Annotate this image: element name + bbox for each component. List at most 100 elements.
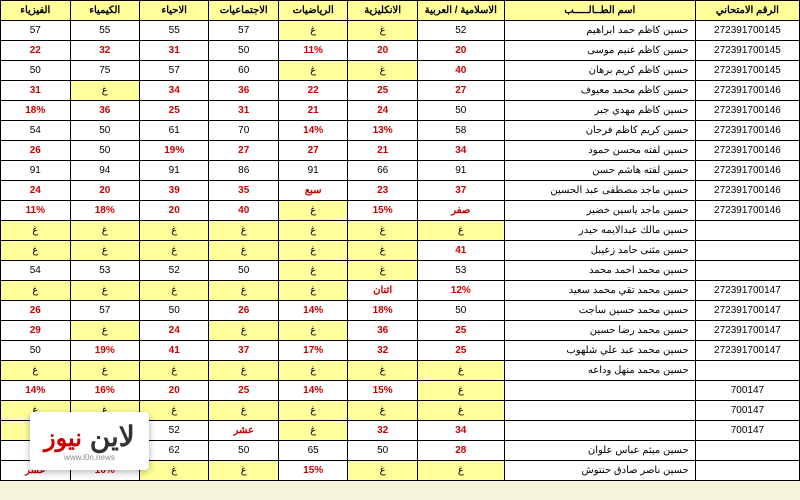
score-cell: غ [348, 461, 417, 481]
score-cell: 15% [278, 461, 347, 481]
score-cell: 37 [209, 341, 278, 361]
score-cell: غ [348, 241, 417, 261]
exam-id: 272391700147 [695, 321, 799, 341]
score-cell: 28 [417, 441, 504, 461]
score-cell: غ [417, 461, 504, 481]
table-row: 272391700145حسين كاظم حمد ابراهيم52غغ575… [1, 21, 800, 41]
score-cell: 50 [417, 101, 504, 121]
score-cell: غ [70, 361, 139, 381]
exam-id: 272391700145 [695, 61, 799, 81]
score-cell: 65 [278, 441, 347, 461]
score-cell: غ [1, 241, 71, 261]
score-cell: غ [278, 361, 347, 381]
score-cell: 50 [70, 141, 139, 161]
exam-id: 700147 [695, 421, 799, 441]
score-cell: 36 [70, 101, 139, 121]
student-name: حسين كاظم غنيم موسى [504, 41, 695, 61]
score-cell: 26 [209, 301, 278, 321]
student-name [504, 401, 695, 421]
score-cell: 14% [278, 381, 347, 401]
score-cell: 22 [278, 81, 347, 101]
score-cell: 31 [140, 41, 209, 61]
table-row: 700147غ15%14%252016%14% [1, 381, 800, 401]
score-cell: غ [140, 361, 209, 381]
score-cell: غ [348, 221, 417, 241]
student-name: حسين ميثم عباس علوان [504, 441, 695, 461]
exam-id: 272391700145 [695, 41, 799, 61]
score-cell: 17% [278, 341, 347, 361]
col-header: الرياضيات [278, 1, 347, 21]
student-name: حسين محمد احمد محمد [504, 261, 695, 281]
score-cell: 25 [348, 81, 417, 101]
score-cell: 16% [70, 381, 139, 401]
score-cell: غ [278, 401, 347, 421]
score-cell: 20 [417, 41, 504, 61]
table-row: 272391700146حسين ماجد مصطفى عبد الحسين37… [1, 181, 800, 201]
score-cell: غ [140, 461, 209, 481]
score-cell: 40 [209, 201, 278, 221]
table-row: حسين مالك عبدالايمه حيدرغغغغغغغ [1, 221, 800, 241]
score-cell: 19% [140, 141, 209, 161]
col-header: الرقم الامتحاني [695, 1, 799, 21]
score-cell: 50 [348, 441, 417, 461]
score-cell: 91 [417, 161, 504, 181]
student-name: حسين مثنى حامد زعيبل [504, 241, 695, 261]
score-cell: 34 [417, 421, 504, 441]
score-cell: غ [278, 221, 347, 241]
exam-id [695, 221, 799, 241]
score-cell: 50 [417, 301, 504, 321]
score-cell: غ [209, 281, 278, 301]
score-cell: 53 [417, 261, 504, 281]
score-cell: 62 [140, 441, 209, 461]
exam-id [695, 241, 799, 261]
score-cell: 50 [1, 341, 71, 361]
table-row: 272391700145حسين كاظم غنيم موسى202011%50… [1, 41, 800, 61]
score-cell: 41 [417, 241, 504, 261]
student-name: حسين محمد تقي محمد سعيد [504, 281, 695, 301]
exam-id: 272391700146 [695, 161, 799, 181]
score-cell: 21 [348, 141, 417, 161]
score-cell: غ [1, 281, 71, 301]
table-row: 272391700147حسين محمد حسين ساجت5018%14%2… [1, 301, 800, 321]
score-cell: 18% [348, 301, 417, 321]
score-cell: 14% [278, 301, 347, 321]
score-cell: 12% [417, 281, 504, 301]
logo-line: لاين [90, 421, 135, 452]
score-cell: غ [140, 401, 209, 421]
exam-id [695, 361, 799, 381]
score-cell: غ [70, 281, 139, 301]
score-cell: غ [70, 81, 139, 101]
score-cell: 25 [417, 321, 504, 341]
exam-id: 272391700146 [695, 81, 799, 101]
score-cell: 66 [348, 161, 417, 181]
results-table: الرقم الامتحانياسم الطــالـــــبالاسلامي… [0, 0, 800, 481]
score-cell: 19% [70, 341, 139, 361]
student-name [504, 381, 695, 401]
student-name: حسين محمد منهل وداعه [504, 361, 695, 381]
score-cell: 20 [140, 201, 209, 221]
score-cell: 27 [417, 81, 504, 101]
score-cell: غ [278, 61, 347, 81]
score-cell: غ [209, 241, 278, 261]
score-cell: غ [70, 241, 139, 261]
score-cell: 26 [1, 301, 71, 321]
score-cell: 34 [140, 81, 209, 101]
score-cell: 14% [1, 381, 71, 401]
score-cell: 61 [140, 121, 209, 141]
score-cell: غ [278, 421, 347, 441]
col-header: اسم الطــالـــــب [504, 1, 695, 21]
score-cell: 55 [70, 21, 139, 41]
score-cell: 27 [278, 141, 347, 161]
student-name: حسين محمد عبد علي شلهوب [504, 341, 695, 361]
score-cell: عشر [209, 421, 278, 441]
table-row: حسين محمد احمد محمد53غغ50525354 [1, 261, 800, 281]
score-cell: 37 [417, 181, 504, 201]
score-cell: 91 [278, 161, 347, 181]
score-cell: 50 [70, 121, 139, 141]
score-cell: 24 [1, 181, 71, 201]
score-cell: غ [417, 221, 504, 241]
table-row: حسين مثنى حامد زعيبل41غغغغغغ [1, 241, 800, 261]
score-cell: غ [278, 201, 347, 221]
score-cell: غ [1, 361, 71, 381]
score-cell: سبع [278, 181, 347, 201]
